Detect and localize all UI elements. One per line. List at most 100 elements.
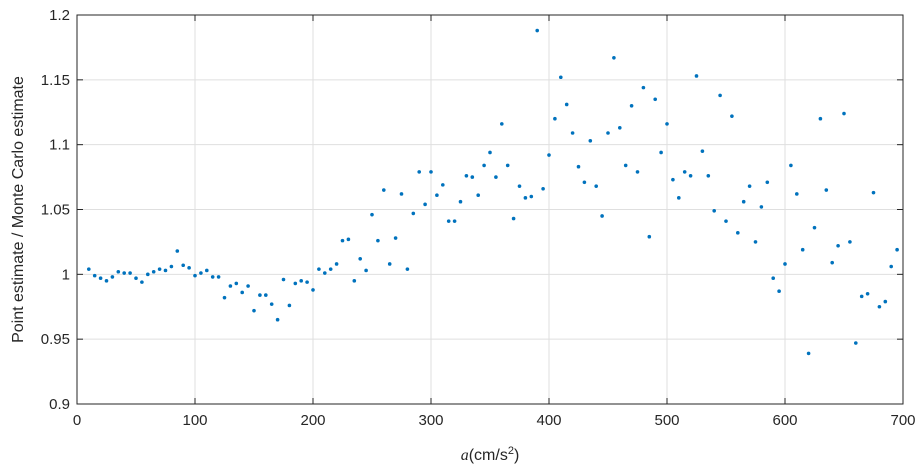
x-tick-label: 400	[536, 412, 561, 429]
x-axis-unit: (cm/s	[469, 447, 508, 464]
data-point	[382, 188, 386, 192]
data-point	[441, 183, 445, 187]
data-point	[452, 219, 457, 223]
data-point	[783, 262, 787, 266]
x-tick-label: 300	[418, 412, 443, 429]
data-point	[600, 214, 604, 218]
data-point	[812, 225, 817, 230]
data-point	[417, 170, 422, 174]
data-point	[511, 216, 516, 221]
data-point	[736, 231, 740, 235]
data-point	[370, 212, 374, 217]
data-point	[618, 126, 622, 130]
y-tick-label: 1.15	[41, 72, 70, 89]
data-point	[612, 55, 616, 60]
data-point	[246, 284, 250, 288]
data-point	[175, 249, 180, 253]
data-point	[889, 264, 893, 269]
data-point	[146, 272, 150, 277]
y-axis-title: Point estimate / Monte Carlo estimate	[10, 76, 27, 343]
data-point	[500, 122, 504, 126]
data-point	[771, 276, 775, 281]
data-point	[747, 184, 752, 188]
x-axis-close: )	[514, 447, 519, 464]
data-point	[305, 280, 309, 284]
data-point	[547, 153, 551, 157]
data-point	[240, 290, 244, 295]
data-point	[458, 199, 463, 204]
data-point	[140, 280, 144, 284]
data-point	[677, 196, 681, 200]
data-point	[671, 177, 675, 182]
data-points	[87, 28, 899, 356]
y-tick-label: 1.05	[41, 202, 70, 219]
x-tick-label: 200	[300, 412, 325, 429]
data-point	[570, 131, 575, 135]
y-tick-label: 1.1	[49, 137, 70, 154]
data-point	[104, 279, 109, 283]
data-point	[163, 268, 168, 273]
data-point	[818, 116, 823, 121]
y-tick-label: 0.95	[41, 331, 70, 348]
data-point	[405, 267, 410, 271]
data-point	[641, 85, 646, 90]
data-point	[110, 275, 115, 279]
data-point	[759, 205, 764, 209]
grid-lines	[76, 14, 904, 405]
data-point	[122, 271, 126, 275]
data-point	[806, 351, 811, 356]
data-point	[476, 193, 481, 198]
data-point	[216, 275, 221, 279]
data-point	[712, 208, 716, 213]
data-point	[848, 240, 852, 244]
data-point	[340, 238, 345, 243]
data-point	[281, 277, 286, 282]
data-point	[488, 150, 492, 155]
data-point	[98, 276, 103, 281]
data-point	[789, 163, 793, 168]
tick-marks	[76, 14, 904, 405]
data-point	[151, 269, 156, 274]
data-point	[623, 163, 628, 168]
data-point	[718, 93, 722, 98]
data-point	[181, 263, 185, 268]
data-point	[228, 284, 233, 288]
data-point	[753, 240, 758, 244]
data-point	[464, 173, 469, 178]
data-point	[842, 111, 846, 116]
data-point	[535, 28, 539, 33]
data-point	[399, 192, 404, 196]
data-point	[494, 175, 498, 179]
x-tick-label: 600	[772, 412, 797, 429]
data-point	[836, 244, 840, 248]
data-point	[470, 175, 475, 179]
data-point	[859, 294, 864, 299]
data-point	[700, 149, 705, 153]
data-point	[87, 267, 91, 271]
data-point	[275, 317, 280, 322]
data-point	[169, 264, 174, 269]
data-point	[334, 262, 339, 266]
data-point	[157, 267, 162, 271]
data-point	[741, 199, 746, 204]
data-point	[222, 295, 227, 300]
data-point	[287, 303, 292, 308]
y-tick-label: 1	[62, 266, 70, 283]
data-point	[364, 268, 368, 273]
data-point	[193, 273, 197, 278]
data-point	[429, 170, 433, 174]
x-tick-label: 0	[73, 412, 81, 429]
x-axis-variable: a	[461, 447, 469, 464]
data-point	[582, 180, 587, 185]
data-point	[553, 116, 557, 121]
data-point	[877, 304, 882, 309]
data-point	[688, 173, 693, 178]
y-tick-labels: 0.9 0.95 1 1.05 1.1 1.15 1.2	[41, 7, 70, 413]
data-point	[724, 219, 728, 223]
data-point	[128, 271, 132, 275]
data-point	[883, 299, 888, 304]
data-point	[299, 279, 304, 283]
data-point	[435, 193, 439, 198]
data-point	[387, 262, 392, 266]
